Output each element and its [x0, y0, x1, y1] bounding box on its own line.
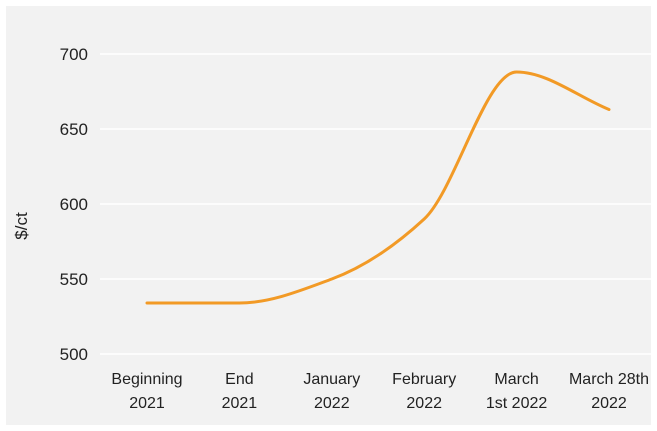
- x-tick-label-line: 1st 2022: [486, 395, 547, 412]
- x-tick-label: March 1st 2022: [486, 371, 547, 412]
- x-tick-label: March 28th 2022: [569, 371, 649, 412]
- x-tick-label: February 2022: [392, 371, 456, 412]
- x-tick-label-line: 2021: [222, 395, 258, 412]
- x-tick-label-line: 2022: [406, 395, 442, 412]
- x-tick-label-line: January: [303, 371, 360, 388]
- x-tick-label: End 2021: [222, 371, 258, 412]
- y-tick-label: 600: [60, 195, 88, 214]
- x-tick-label: January 2022: [303, 371, 360, 412]
- x-tick-label-line: February: [392, 371, 456, 388]
- gridlines: [100, 53, 651, 355]
- x-tick-label-line: March 28th: [569, 371, 649, 388]
- chart-panel: [6, 6, 651, 425]
- x-axis-ticks: Beginning 2021 End 2021 January 2022 February 2…: [111, 371, 649, 412]
- x-tick-label: Beginning 2021: [111, 371, 182, 412]
- y-tick-label: 500: [60, 345, 88, 364]
- x-tick-label-line: 2021: [129, 395, 165, 412]
- x-tick-label-line: End: [225, 371, 253, 388]
- y-axis-title: $/ct: [12, 212, 31, 240]
- x-tick-label-line: March: [494, 371, 538, 388]
- x-tick-label-line: 2022: [314, 395, 350, 412]
- x-tick-label-line: 2022: [591, 395, 627, 412]
- y-tick-label: 650: [60, 120, 88, 139]
- y-tick-label: 700: [60, 45, 88, 64]
- series-line-0: [145, 70, 611, 305]
- x-tick-label-line: Beginning: [111, 371, 182, 388]
- y-tick-label: 550: [60, 270, 88, 289]
- series-layer: [145, 70, 611, 305]
- y-axis-ticks: 500 550 600 650 700: [60, 45, 88, 364]
